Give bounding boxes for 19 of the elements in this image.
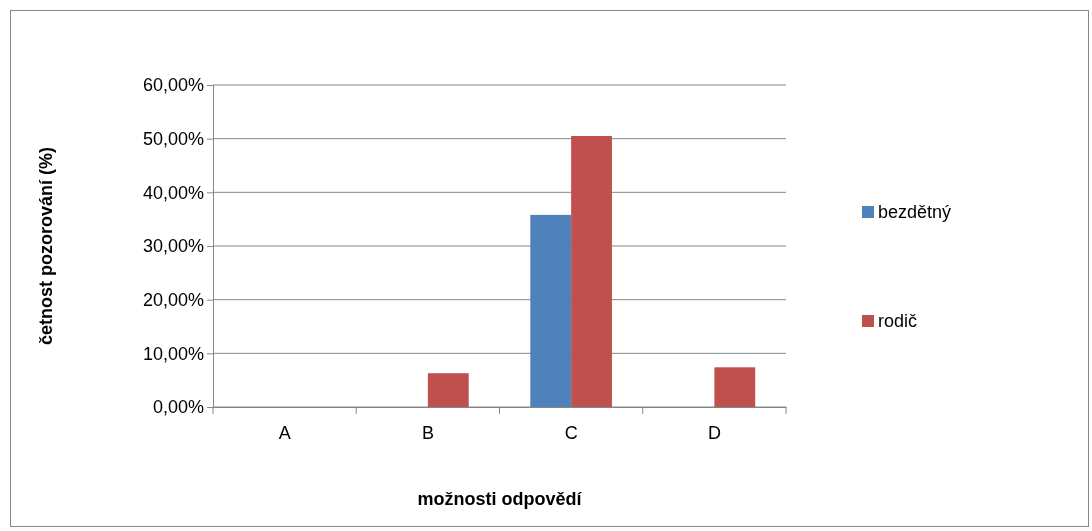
- legend-label: rodič: [878, 311, 918, 331]
- y-tick-label: 10,00%: [142, 343, 204, 364]
- bar: [530, 214, 572, 407]
- x-axis-title: možnosti odpovědí: [417, 489, 583, 509]
- y-tick-label: 60,00%: [142, 75, 204, 96]
- y-tick-label: 50,00%: [142, 128, 204, 149]
- bar: [714, 367, 756, 407]
- bar: [427, 373, 469, 407]
- x-tick-label: C: [564, 422, 578, 443]
- y-tick-label: 0,00%: [152, 397, 204, 418]
- legend-label: bezdětný: [878, 202, 952, 222]
- y-tick-label: 20,00%: [142, 289, 204, 310]
- x-tick-label: A: [278, 422, 291, 443]
- bar: [571, 135, 612, 407]
- y-tick-label: 30,00%: [142, 236, 204, 257]
- x-tick-label: D: [707, 422, 721, 443]
- y-axis-title: četnost pozorování (%): [36, 146, 56, 346]
- y-tick-label: 40,00%: [142, 182, 204, 203]
- x-tick-label: B: [421, 422, 434, 443]
